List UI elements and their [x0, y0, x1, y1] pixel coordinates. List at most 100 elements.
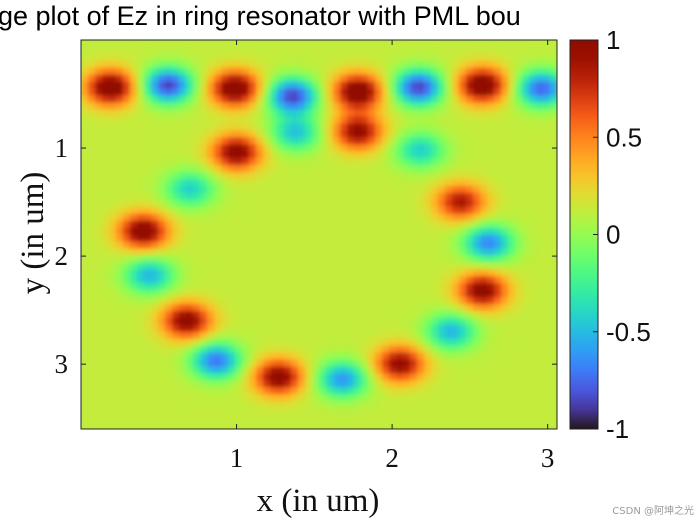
field-cell: [487, 408, 495, 416]
field-cell: [165, 60, 173, 69]
field-cell: [375, 192, 383, 201]
field-cell: [81, 227, 89, 236]
field-cell: [396, 255, 404, 264]
field-cell: [410, 422, 418, 429]
field-cell: [228, 165, 236, 173]
field-cell: [536, 116, 544, 125]
field-cell: [130, 46, 138, 55]
field-cell: [417, 116, 425, 125]
field-cell: [207, 283, 215, 291]
field-cell: [529, 178, 537, 187]
field-cell: [130, 206, 138, 215]
field-cell: [543, 262, 551, 271]
field-cell: [186, 206, 194, 215]
field-cell: [305, 227, 313, 236]
field-cell: [536, 53, 544, 62]
field-cell: [494, 345, 502, 354]
field-cell: [445, 373, 453, 382]
field-cell: [109, 394, 117, 403]
field-cell: [319, 255, 327, 264]
field-cell: [319, 359, 327, 368]
field-cell: [158, 220, 166, 229]
field-cell: [305, 269, 313, 277]
field-cell: [214, 171, 222, 180]
field-cell: [508, 366, 516, 375]
field-cell: [452, 137, 460, 145]
field-cell: [396, 324, 404, 333]
field-cell: [501, 234, 509, 243]
field-cell: [368, 283, 376, 291]
field-cell: [88, 401, 96, 409]
field-cell: [396, 366, 404, 375]
field-cell: [116, 137, 124, 145]
field-cell: [193, 227, 201, 236]
field-cell: [459, 276, 467, 284]
field-cell: [137, 185, 145, 194]
field-cell: [368, 95, 376, 104]
field-cell: [186, 290, 194, 298]
field-cell: [480, 40, 488, 48]
field-cell: [417, 158, 425, 166]
field-cell: [438, 359, 446, 368]
field-cell: [438, 151, 446, 159]
field-cell: [445, 165, 453, 173]
field-cell: [515, 317, 523, 326]
field-cell: [543, 380, 551, 389]
field-cell: [144, 130, 152, 139]
field-cell: [214, 408, 222, 416]
field-cell: [375, 67, 383, 76]
field-cell: [249, 269, 257, 277]
field-cell: [459, 255, 467, 264]
field-cell: [277, 297, 285, 305]
field-cell: [263, 46, 271, 55]
field-cell: [501, 40, 509, 48]
field-cell: [298, 171, 306, 180]
field-cell: [151, 324, 159, 333]
field-cell: [508, 178, 516, 187]
field-cell: [536, 102, 544, 111]
field-cell: [116, 324, 124, 333]
field-cell: [123, 95, 131, 104]
field-cell: [102, 415, 110, 423]
field-cell: [375, 394, 383, 403]
field-cell: [424, 297, 432, 305]
field-cell: [550, 262, 557, 271]
field-cell: [102, 227, 110, 236]
field-cell: [410, 185, 418, 194]
field-cell: [228, 352, 236, 361]
field-cell: [95, 248, 103, 257]
field-cell: [249, 130, 257, 139]
field-cell: [529, 40, 537, 48]
field-cell: [529, 276, 537, 284]
field-cell: [515, 95, 523, 104]
field-cell: [410, 345, 418, 354]
field-cell: [389, 303, 397, 312]
field-cell: [95, 130, 103, 139]
field-cell: [193, 192, 201, 201]
field-cell: [270, 269, 278, 277]
field-cell: [445, 276, 453, 284]
field-cell: [515, 248, 523, 257]
field-cell: [340, 359, 348, 368]
field-cell: [312, 255, 320, 264]
field-cell: [410, 248, 418, 257]
field-cell: [431, 109, 439, 118]
field-cell: [277, 213, 285, 222]
field-cell: [340, 165, 348, 173]
field-cell: [291, 46, 299, 55]
field-cell: [417, 123, 425, 132]
field-cell: [284, 67, 292, 76]
field-cell: [207, 290, 215, 298]
field-cell: [326, 213, 334, 222]
y-tick-label: 2: [55, 241, 69, 271]
field-cell: [389, 88, 397, 97]
field-cell: [270, 248, 278, 257]
field-cell: [116, 67, 124, 76]
field-cell: [375, 255, 383, 264]
field-cell: [375, 95, 383, 104]
field-cell: [186, 137, 194, 145]
field-cell: [459, 102, 467, 111]
field-cell: [473, 269, 481, 277]
field-cell: [452, 401, 460, 409]
field-cell: [102, 241, 110, 250]
